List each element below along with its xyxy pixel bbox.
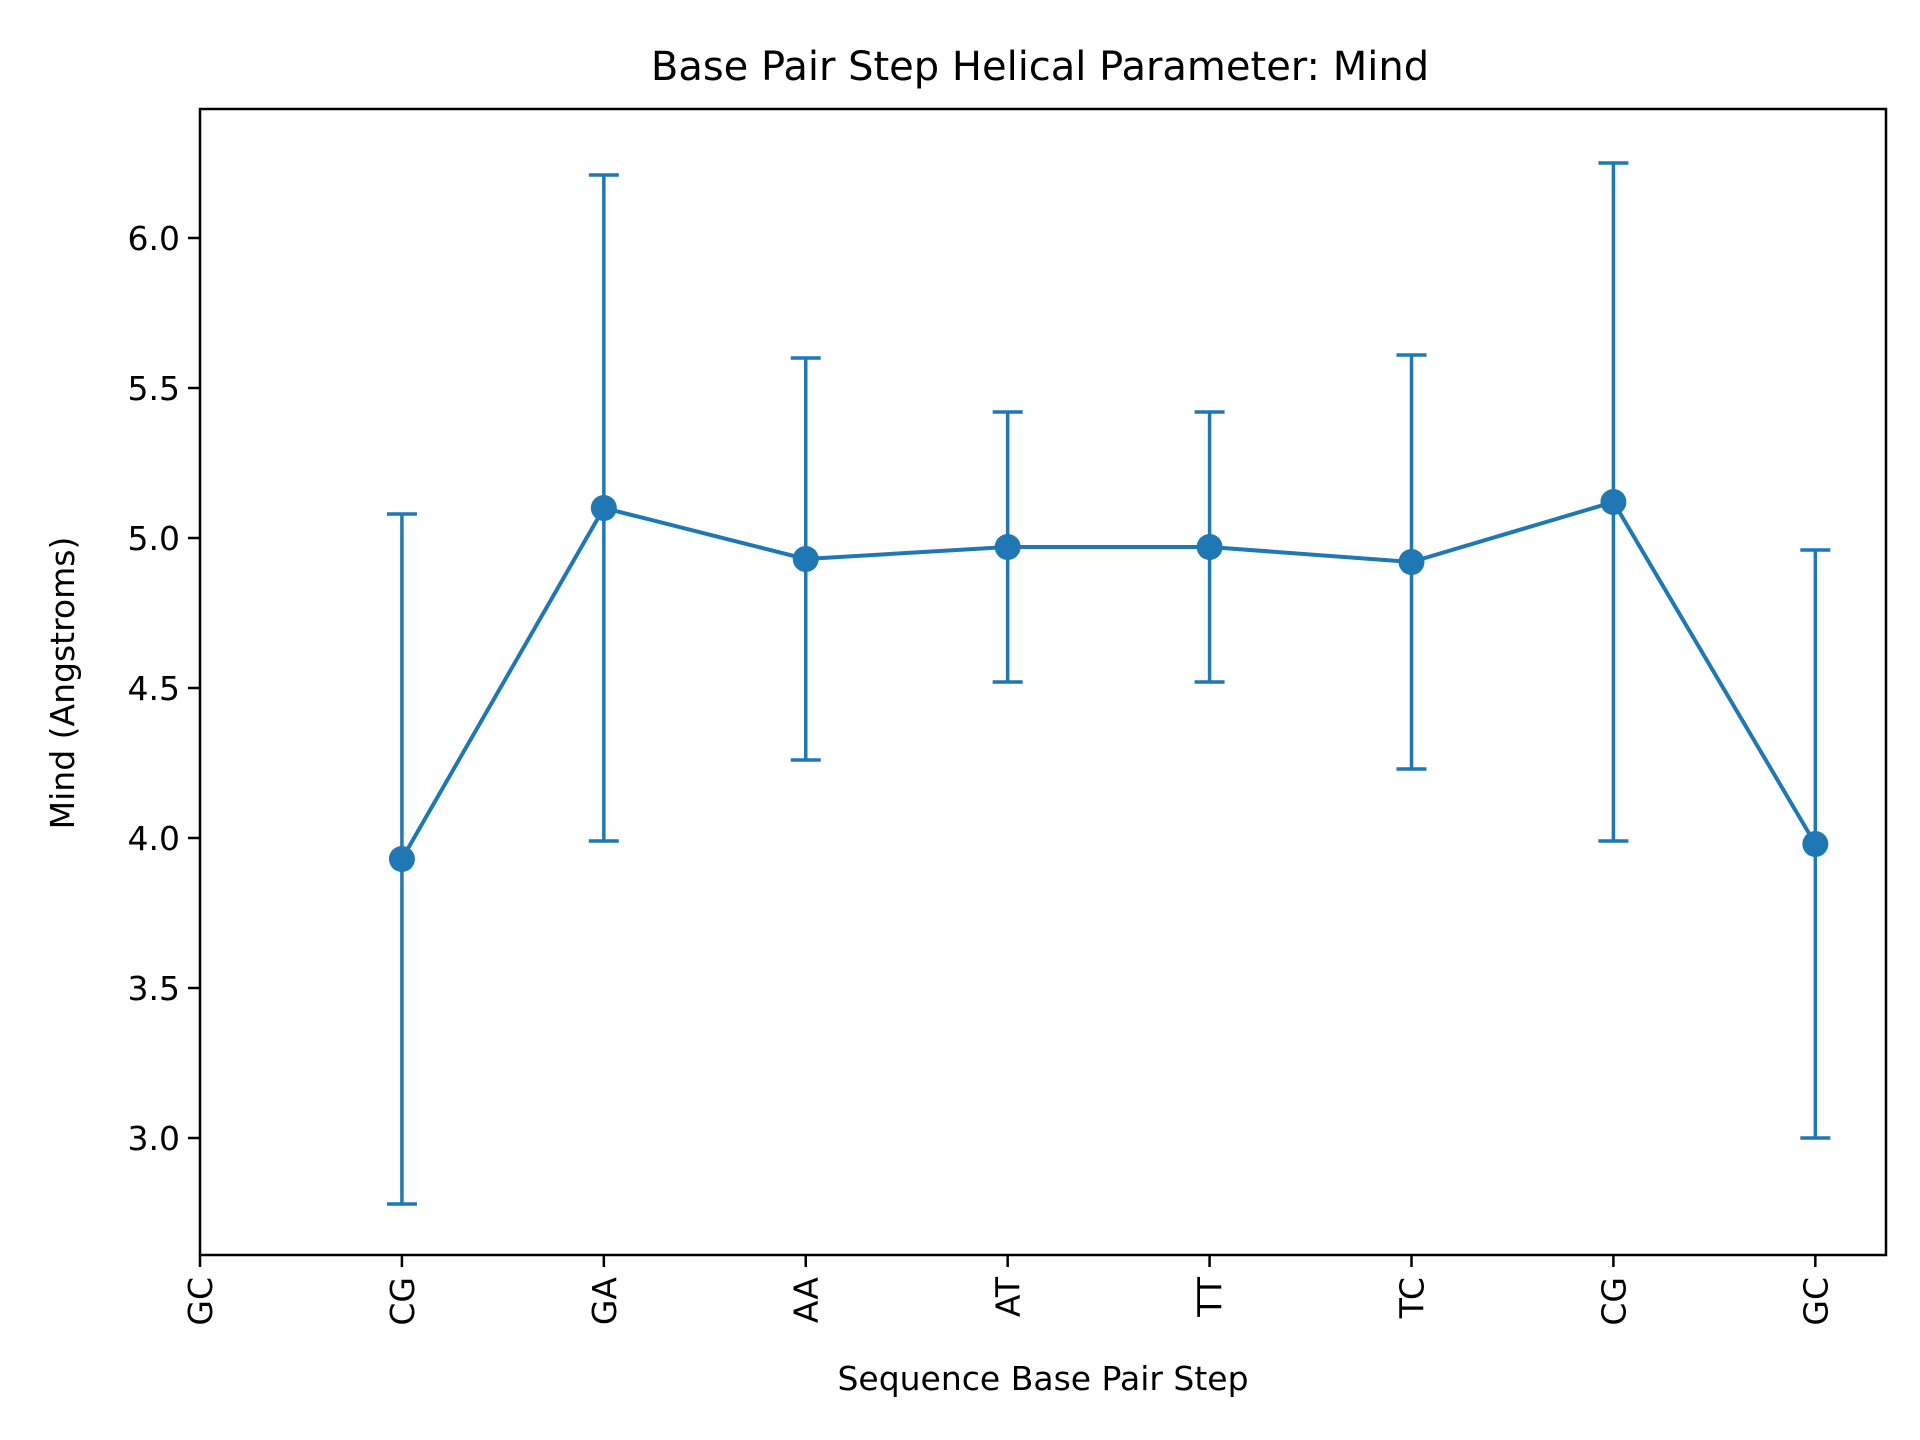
x-tick-label: CG xyxy=(383,1277,422,1326)
data-point xyxy=(590,495,617,521)
y-tick-label: 4.0 xyxy=(128,819,180,858)
x-tick-label: AT xyxy=(989,1276,1028,1317)
data-point xyxy=(1600,489,1627,515)
data-point xyxy=(792,546,819,572)
x-tick-label: GA xyxy=(585,1277,624,1326)
data-point xyxy=(1398,549,1425,575)
y-tick-label: 3.0 xyxy=(128,1119,180,1158)
data-point xyxy=(1802,831,1829,857)
x-axis: GC CG GA AA AT TT TC CG GC xyxy=(181,1255,1835,1326)
x-tick-label: CG xyxy=(1594,1277,1633,1326)
data-point xyxy=(1196,534,1223,560)
data-point xyxy=(994,534,1021,560)
plot-frame xyxy=(198,107,1888,1257)
chart-title: Base Pair Step Helical Parameter: Mind xyxy=(651,44,1429,90)
series-line xyxy=(400,500,1818,860)
x-tick-label: GC xyxy=(181,1277,220,1326)
y-axis: 3.0 3.5 4.0 4.5 5.0 5.5 6.0 xyxy=(128,219,200,1158)
plot-area xyxy=(386,161,1831,1206)
y-tick-label: 5.5 xyxy=(128,369,180,408)
data-point xyxy=(388,846,415,872)
x-tick-label: AA xyxy=(787,1277,826,1323)
y-tick-label: 3.5 xyxy=(128,969,180,1008)
x-axis-label: Sequence Base Pair Step xyxy=(837,1359,1248,1398)
y-axis-label: Mind (Angstroms) xyxy=(43,537,82,830)
y-tick-label: 6.0 xyxy=(128,219,180,258)
x-tick-label: TT xyxy=(1191,1276,1230,1318)
x-tick-label: GC xyxy=(1796,1277,1835,1326)
y-tick-label: 4.5 xyxy=(128,669,180,708)
x-tick-label: TC xyxy=(1392,1277,1431,1319)
y-tick-label: 5.0 xyxy=(128,519,180,558)
